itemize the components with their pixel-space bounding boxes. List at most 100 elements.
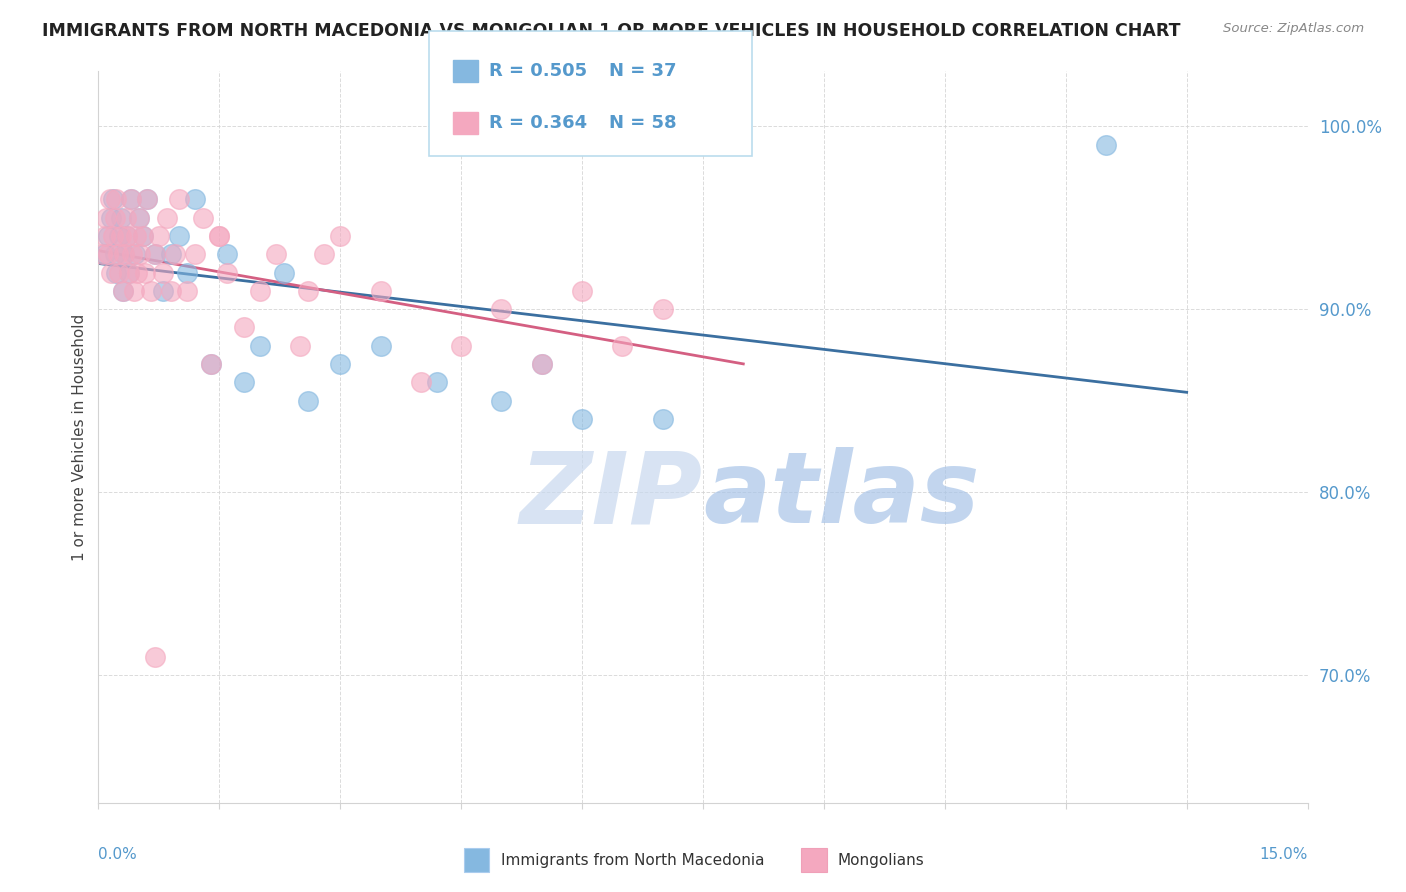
- Text: R = 0.364: R = 0.364: [489, 114, 588, 132]
- Point: [94, 229, 117, 244]
- Point: [118, 266, 141, 280]
- Point: [112, 247, 135, 261]
- Point: [91, 247, 114, 261]
- Point: [128, 211, 150, 225]
- Point: [101, 193, 124, 207]
- Point: [96, 211, 118, 225]
- Point: [121, 247, 143, 261]
- Text: Mongolians: Mongolians: [838, 853, 925, 868]
- Point: [100, 211, 122, 225]
- Point: [129, 247, 152, 261]
- Point: [115, 229, 138, 244]
- Text: IMMIGRANTS FROM NORTH MACEDONIA VS MONGOLIAN 1 OR MORE VEHICLES IN HOUSEHOLD COR: IMMIGRANTS FROM NORTH MACEDONIA VS MONGO…: [42, 22, 1181, 40]
- Point: [152, 266, 174, 280]
- Point: [127, 266, 149, 280]
- Point: [105, 193, 128, 207]
- Point: [112, 247, 135, 261]
- Point: [329, 357, 352, 371]
- Point: [152, 284, 174, 298]
- Point: [132, 229, 155, 244]
- Point: [148, 229, 170, 244]
- Point: [329, 229, 352, 244]
- Point: [160, 247, 183, 261]
- Point: [200, 357, 222, 371]
- Point: [200, 357, 222, 371]
- Text: 0.0%: 0.0%: [98, 847, 138, 862]
- Point: [193, 211, 215, 225]
- Text: Source: ZipAtlas.com: Source: ZipAtlas.com: [1223, 22, 1364, 36]
- Point: [208, 229, 231, 244]
- Point: [105, 266, 128, 280]
- Point: [249, 339, 271, 353]
- Text: 15.0%: 15.0%: [1260, 847, 1308, 862]
- Point: [120, 193, 142, 207]
- Point: [264, 247, 287, 261]
- Point: [176, 266, 198, 280]
- Point: [217, 247, 239, 261]
- Point: [651, 412, 673, 426]
- Point: [491, 301, 513, 317]
- Y-axis label: 1 or more Vehicles in Household: 1 or more Vehicles in Household: [72, 313, 87, 561]
- Point: [232, 320, 254, 334]
- Point: [143, 247, 166, 261]
- Point: [156, 211, 179, 225]
- Text: N = 58: N = 58: [609, 114, 676, 132]
- Point: [103, 247, 125, 261]
- Point: [167, 193, 190, 207]
- Point: [100, 266, 122, 280]
- Point: [107, 229, 129, 244]
- Point: [426, 376, 449, 390]
- Point: [314, 247, 336, 261]
- Point: [530, 357, 553, 371]
- Text: ZIP: ZIP: [520, 447, 703, 544]
- Point: [167, 229, 190, 244]
- Point: [571, 284, 593, 298]
- Point: [101, 229, 124, 244]
- Point: [128, 211, 150, 225]
- Point: [108, 266, 131, 280]
- Point: [122, 284, 145, 298]
- Point: [103, 211, 125, 225]
- Point: [288, 339, 311, 353]
- Point: [217, 266, 239, 280]
- Point: [139, 284, 162, 298]
- Point: [143, 247, 166, 261]
- Text: atlas: atlas: [703, 447, 980, 544]
- Point: [114, 211, 136, 225]
- Point: [110, 229, 132, 244]
- Point: [110, 211, 132, 225]
- Point: [409, 376, 432, 390]
- Text: R = 0.505: R = 0.505: [489, 62, 588, 79]
- Point: [163, 247, 186, 261]
- Point: [124, 247, 146, 261]
- Point: [491, 393, 513, 408]
- Point: [273, 266, 295, 280]
- Point: [111, 284, 134, 298]
- Point: [530, 357, 553, 371]
- Point: [370, 339, 392, 353]
- Point: [249, 284, 271, 298]
- Point: [232, 376, 254, 390]
- Point: [176, 284, 198, 298]
- Point: [124, 229, 146, 244]
- Point: [94, 247, 117, 261]
- Point: [571, 412, 593, 426]
- Point: [297, 393, 319, 408]
- Point: [612, 339, 634, 353]
- Point: [450, 339, 472, 353]
- Point: [143, 649, 166, 664]
- Point: [184, 193, 207, 207]
- Point: [208, 229, 231, 244]
- Text: N = 37: N = 37: [609, 62, 676, 79]
- Point: [107, 247, 129, 261]
- Point: [98, 193, 121, 207]
- Point: [297, 284, 319, 298]
- Point: [97, 247, 120, 261]
- Point: [134, 266, 156, 280]
- Point: [132, 229, 155, 244]
- Point: [160, 284, 183, 298]
- Point: [97, 229, 120, 244]
- Point: [135, 193, 157, 207]
- Point: [135, 193, 157, 207]
- Point: [111, 284, 134, 298]
